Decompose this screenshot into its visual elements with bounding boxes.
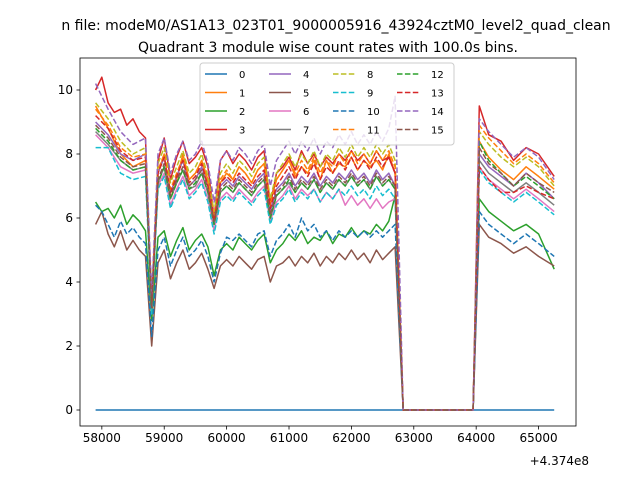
legend-label-1: 1 xyxy=(239,89,245,100)
legend-box xyxy=(199,62,455,146)
y-tick-label: 2 xyxy=(65,339,73,353)
x-tick-label: 62000 xyxy=(332,431,370,445)
legend-label-5: 5 xyxy=(303,89,309,100)
legend-label-3: 3 xyxy=(239,126,245,137)
legend-label-8: 8 xyxy=(367,70,373,81)
series-line-2 xyxy=(94,194,555,411)
y-tick-label: 6 xyxy=(65,211,73,225)
series-line-10 xyxy=(95,204,555,411)
x-tick-label: 60000 xyxy=(208,431,246,445)
plot-area xyxy=(94,76,555,411)
legend-label-7: 7 xyxy=(303,126,309,137)
series-line-13 xyxy=(95,115,555,411)
x-tick-label: 64000 xyxy=(457,431,495,445)
x-tick-label: 65000 xyxy=(519,431,557,445)
y-tick-label: 8 xyxy=(65,147,73,161)
series-line-5 xyxy=(94,210,555,411)
y-tick-label: 10 xyxy=(58,83,73,97)
legend-label-4: 4 xyxy=(303,70,309,81)
series-line-15 xyxy=(95,124,555,411)
x-tick-label: 59000 xyxy=(145,431,183,445)
x-tick-label: 63000 xyxy=(395,431,433,445)
y-tick-label: 0 xyxy=(65,403,73,417)
series-line-14 xyxy=(94,83,555,411)
legend-label-9: 9 xyxy=(367,89,373,100)
series-line-8 xyxy=(95,102,555,411)
legend-label-12: 12 xyxy=(431,70,444,81)
legend-label-15: 15 xyxy=(431,126,444,137)
legend-label-6: 6 xyxy=(303,107,309,118)
axes: 58000 59000 60000 61000 62000 63000 64000 65000… xyxy=(58,57,577,445)
legend-label-11: 11 xyxy=(367,126,380,137)
axes-frame xyxy=(79,57,577,427)
x-tick-label: 58000 xyxy=(83,431,121,445)
legend-label-2: 2 xyxy=(239,107,245,118)
legend-label-10: 10 xyxy=(367,107,380,118)
y-tick-label: 4 xyxy=(65,275,73,289)
figure-suptitle: n file: modeM0/AS1A13_023T01_9000005916_… xyxy=(61,18,610,34)
legend-label-0: 0 xyxy=(239,70,245,81)
x-offset-label: +4.374e8 xyxy=(530,454,589,468)
chart-title: Quadrant 3 module wise count rates with … xyxy=(138,40,518,56)
legend-label-14: 14 xyxy=(431,107,444,118)
x-tick-label: 61000 xyxy=(270,431,308,445)
legend-label-13: 13 xyxy=(431,89,444,100)
